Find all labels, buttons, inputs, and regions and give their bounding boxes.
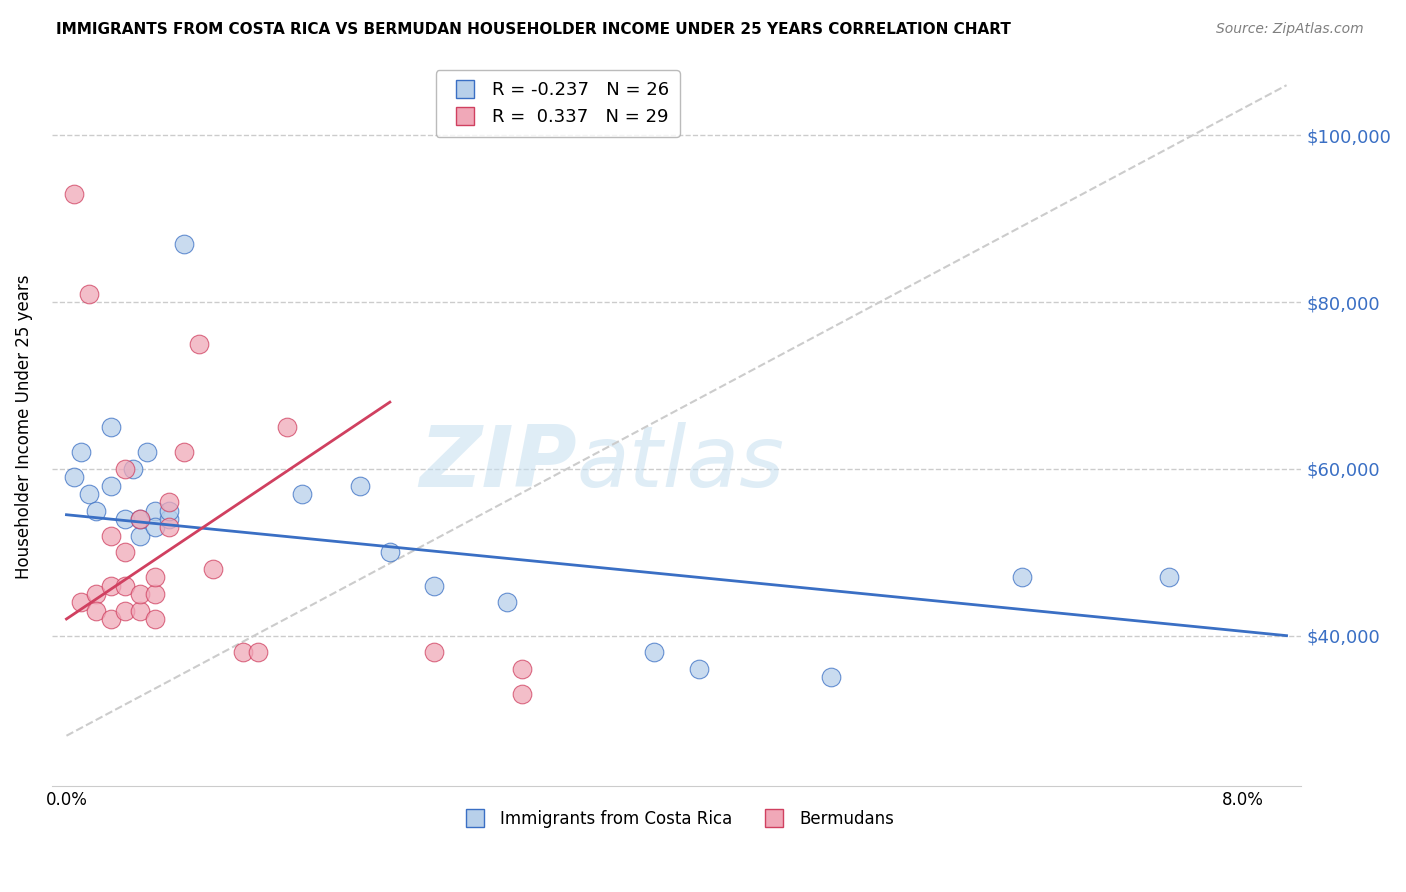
Point — [187, 336, 209, 351]
Point — [62, 470, 84, 484]
Point — [129, 528, 152, 542]
Point — [202, 562, 225, 576]
Point — [114, 604, 136, 618]
Point — [510, 687, 533, 701]
Point — [77, 487, 100, 501]
Point — [84, 587, 107, 601]
Point — [114, 512, 136, 526]
Point — [84, 503, 107, 517]
Point — [84, 604, 107, 618]
Text: atlas: atlas — [576, 422, 785, 505]
Point — [143, 587, 166, 601]
Point — [100, 612, 122, 626]
Point — [423, 579, 446, 593]
Point — [129, 587, 152, 601]
Point — [378, 545, 401, 559]
Point — [173, 236, 195, 251]
Point — [143, 503, 166, 517]
Point — [276, 420, 298, 434]
Point — [100, 420, 122, 434]
Point — [129, 512, 152, 526]
Text: IMMIGRANTS FROM COSTA RICA VS BERMUDAN HOUSEHOLDER INCOME UNDER 25 YEARS CORRELA: IMMIGRANTS FROM COSTA RICA VS BERMUDAN H… — [56, 22, 1011, 37]
Point — [100, 478, 122, 492]
Point — [157, 503, 180, 517]
Point — [143, 612, 166, 626]
Point — [688, 662, 710, 676]
Point — [423, 645, 446, 659]
Point — [70, 595, 93, 609]
Point — [77, 286, 100, 301]
Y-axis label: Householder Income Under 25 years: Householder Income Under 25 years — [15, 275, 32, 580]
Point — [114, 462, 136, 476]
Point — [70, 445, 93, 459]
Point — [643, 645, 665, 659]
Point — [820, 670, 842, 684]
Point — [62, 186, 84, 201]
Point — [136, 445, 159, 459]
Point — [157, 495, 180, 509]
Point — [349, 478, 371, 492]
Point — [121, 462, 143, 476]
Point — [100, 528, 122, 542]
Point — [157, 512, 180, 526]
Point — [100, 579, 122, 593]
Point — [173, 445, 195, 459]
Point — [1011, 570, 1033, 584]
Point — [114, 579, 136, 593]
Point — [232, 645, 254, 659]
Point — [143, 570, 166, 584]
Point — [157, 520, 180, 534]
Point — [510, 662, 533, 676]
Point — [291, 487, 314, 501]
Point — [246, 645, 269, 659]
Legend: Immigrants from Costa Rica, Bermudans: Immigrants from Costa Rica, Bermudans — [453, 804, 901, 835]
Text: Source: ZipAtlas.com: Source: ZipAtlas.com — [1216, 22, 1364, 37]
Text: ZIP: ZIP — [419, 422, 576, 505]
Point — [114, 545, 136, 559]
Point — [496, 595, 519, 609]
Point — [143, 520, 166, 534]
Point — [129, 604, 152, 618]
Point — [1157, 570, 1180, 584]
Point — [129, 512, 152, 526]
